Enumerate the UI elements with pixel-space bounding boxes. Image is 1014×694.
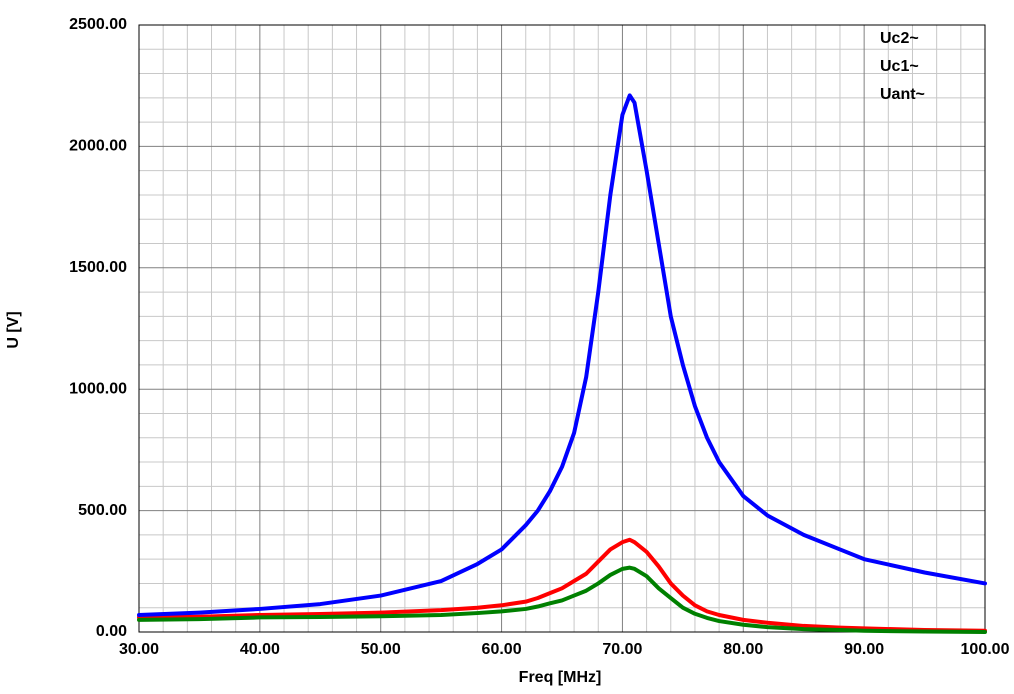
x-tick-label: 50.00 (361, 641, 401, 658)
y-tick-label: 500.00 (78, 502, 127, 519)
y-tick-label: 1500.00 (69, 259, 127, 276)
legend-entry: Uc1~ (880, 58, 919, 75)
y-tick-label: 2500.00 (69, 16, 127, 33)
legend-entry: Uant~ (880, 86, 925, 103)
y-tick-label: 0.00 (96, 623, 127, 640)
series-line (137, 537, 987, 633)
y-tick-label: 1000.00 (69, 380, 127, 397)
x-tick-label: 80.00 (723, 641, 763, 658)
x-tick-label: 100.00 (961, 641, 1010, 658)
y-axis-title: U [V] (5, 311, 22, 348)
x-axis-title: Freq [MHz] (519, 669, 602, 686)
plot-border (138, 24, 986, 633)
y-tick-label: 2000.00 (69, 138, 127, 155)
x-tick-label: 60.00 (482, 641, 522, 658)
x-tick-label: 30.00 (119, 641, 159, 658)
x-tick-label: 70.00 (602, 641, 642, 658)
series-line (137, 565, 987, 634)
x-tick-label: 40.00 (240, 641, 280, 658)
series-line (137, 93, 987, 618)
x-tick-label: 90.00 (844, 641, 884, 658)
legend-entry: Uc2~ (880, 30, 919, 47)
